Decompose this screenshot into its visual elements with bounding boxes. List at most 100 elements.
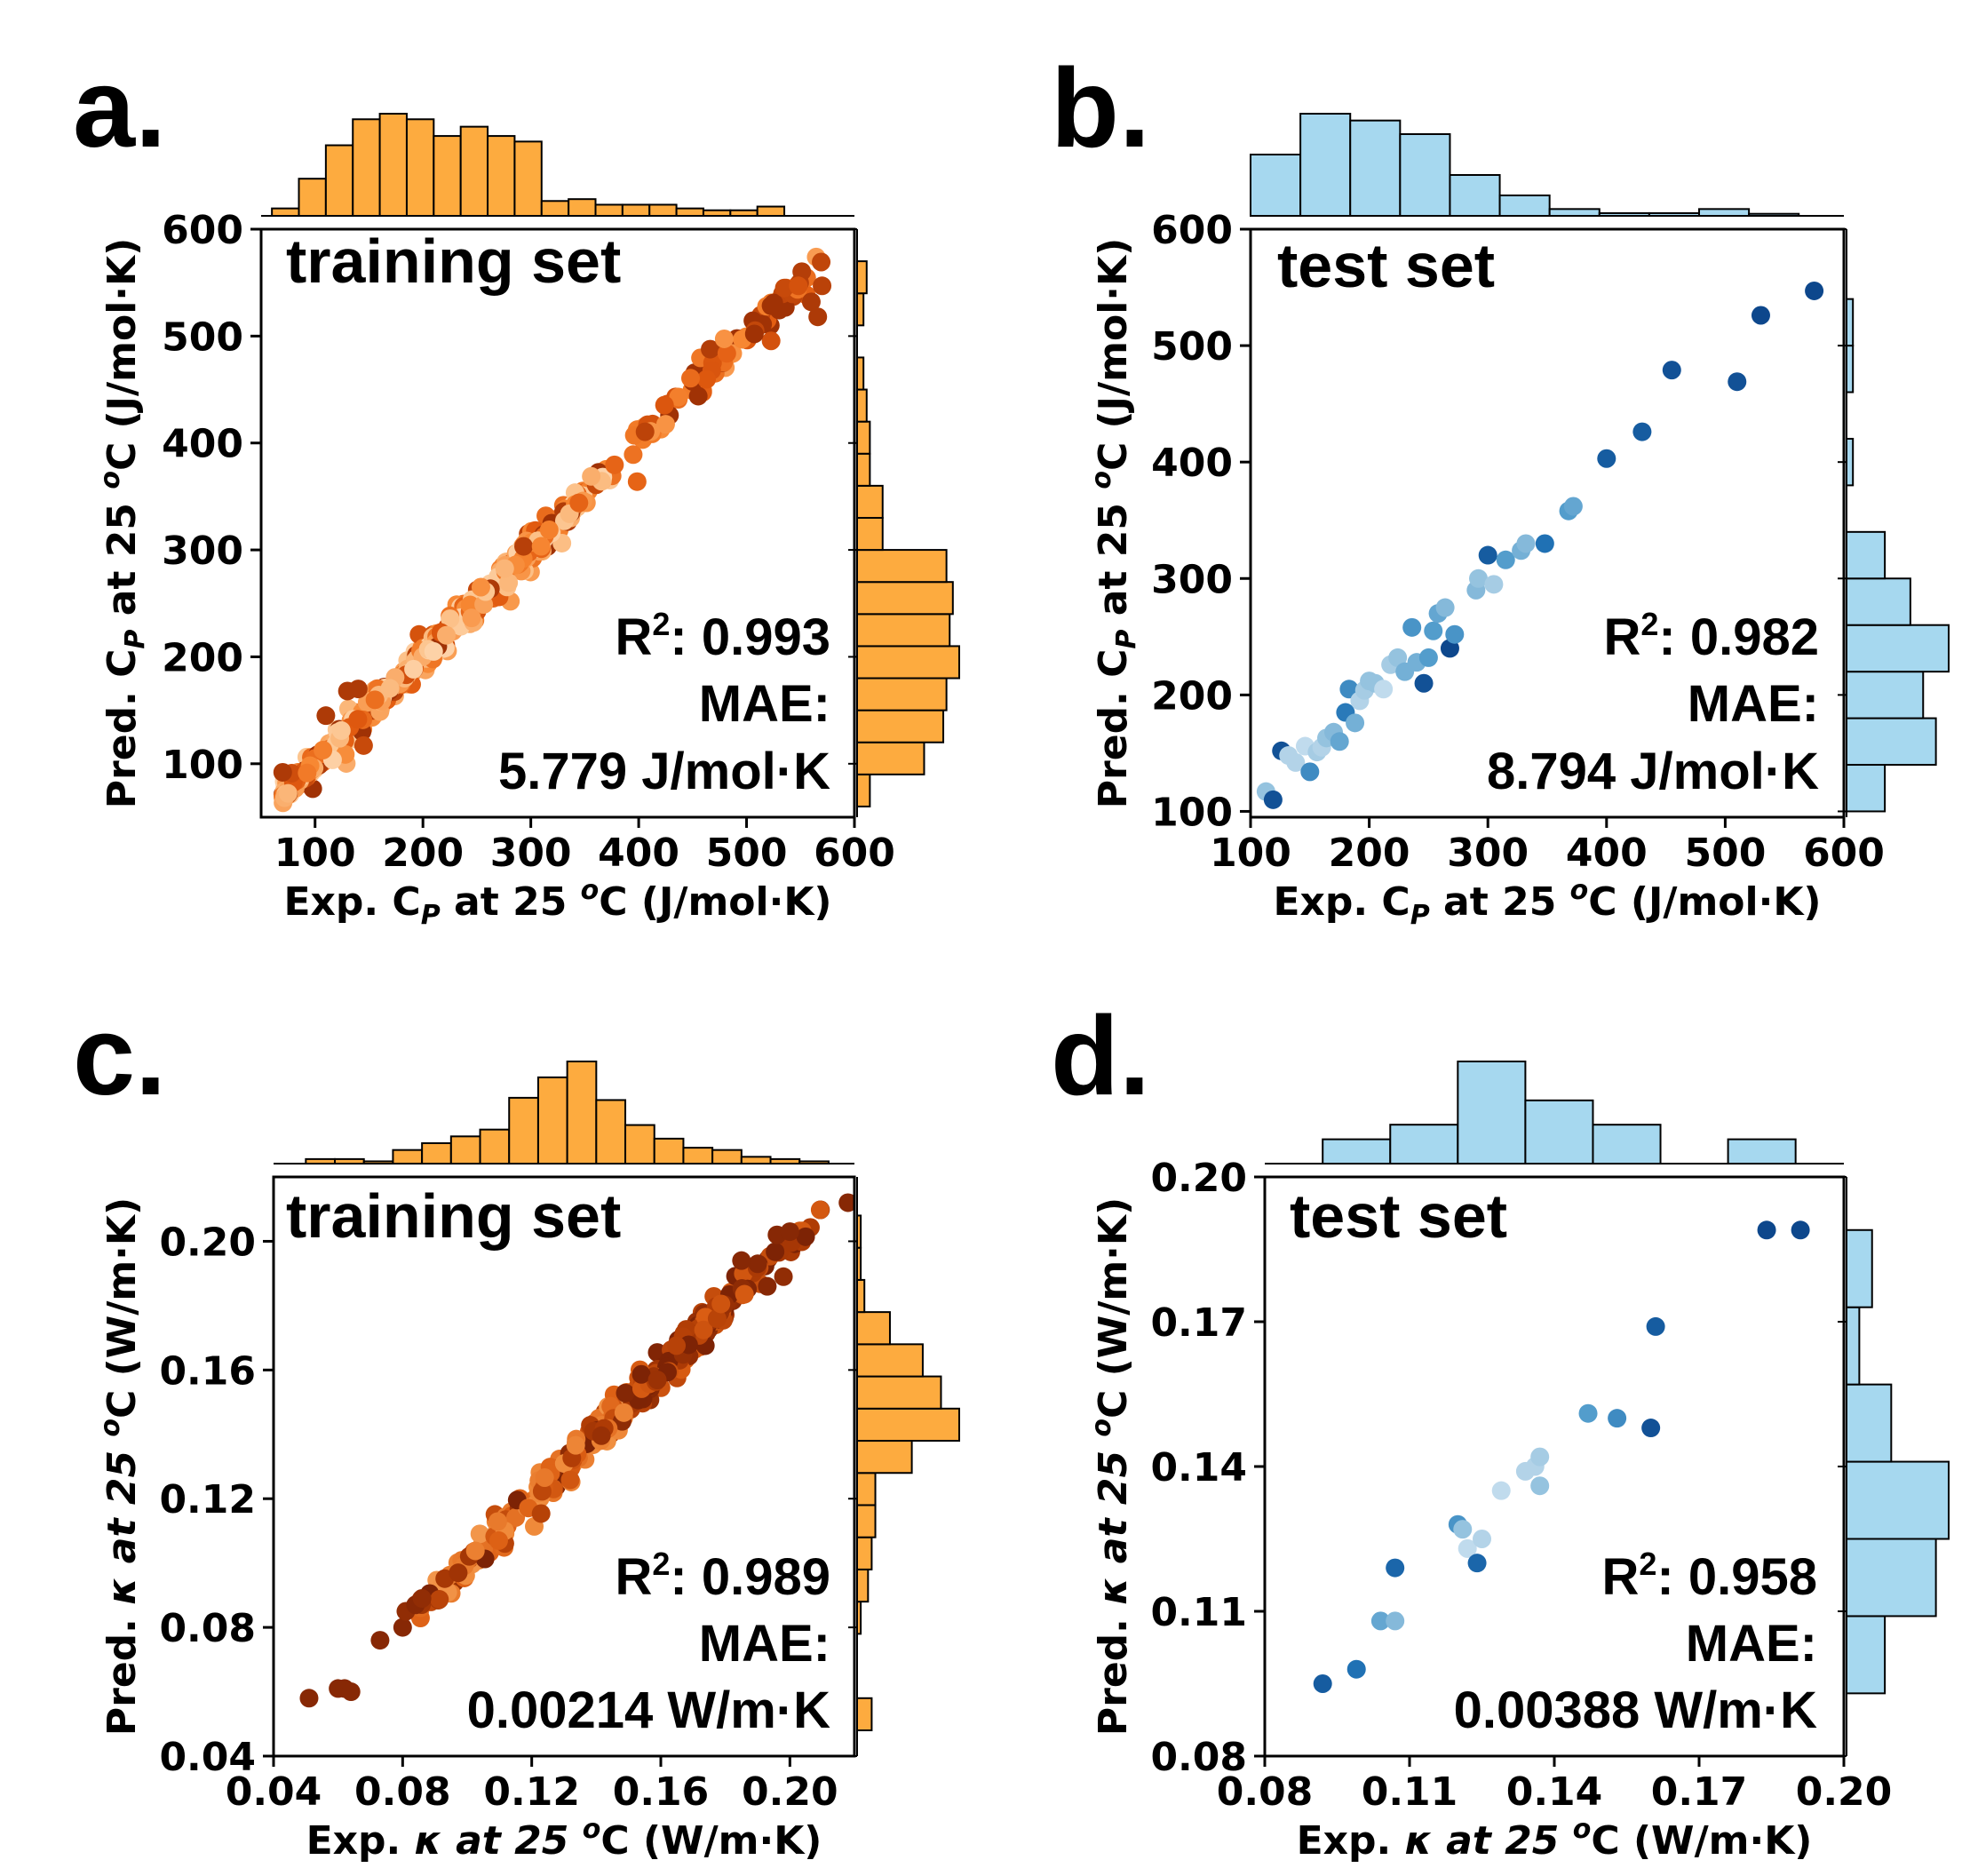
r2-value: : 0.989 [670,1548,830,1606]
x-tick-label: 200 [382,831,464,876]
histogram-bar [513,140,543,217]
x-axis-label-c: Exp. κ at 25 oC (W/m·K) [306,1814,822,1864]
data-point [1445,624,1465,644]
x-tick-label: 100 [274,831,356,876]
data-point [697,370,717,389]
data-point [273,762,292,782]
histogram-bar [1846,764,1887,813]
x-tick-label: 0.14 [1506,1769,1603,1815]
histogram-bar [1592,1124,1662,1165]
histogram-bar [856,741,925,775]
data-point [810,1200,830,1220]
histogram-bar [856,452,871,487]
top-histogram-d [1265,1061,1844,1165]
data-point [370,1631,390,1650]
data-point [655,415,675,434]
data-point [314,740,333,759]
axis-label-superscript: o [581,875,600,906]
axis-label-subscript: P [1410,900,1430,931]
data-point [680,369,700,388]
data-point [424,641,443,661]
data-point [582,466,601,486]
data-point [380,679,400,698]
histogram-bar [1846,1306,1861,1386]
data-point [331,720,351,740]
histogram-bar [1349,119,1402,218]
y-tick-label: 0.08 [1150,1735,1247,1780]
axis-label-part: C (W/m·K) [600,1818,822,1864]
data-point [1728,372,1747,392]
data-point [1516,534,1536,553]
axis-label-part: Pred. C [99,649,145,809]
data-point [838,1193,854,1212]
histogram-bar [856,645,960,680]
histogram-bar [1498,195,1551,217]
y-axis-label-d: Pred. κ at 25 oC (W/m·K) [1086,1197,1136,1736]
set-label-d: test set [1290,1181,1507,1251]
histogram-bar [856,581,954,616]
data-point [1473,1530,1491,1548]
data-point [1530,1447,1550,1467]
data-point [1478,545,1497,565]
panel-a: a.100 200 300 400 500 600100200300400500600Ex… [73,45,960,931]
mae-value-a: 5.779 J/mol·K [498,743,830,800]
data-point [735,1284,754,1304]
x-tick-label: 200 [1329,831,1410,876]
data-point [569,493,589,513]
data-point [812,252,831,272]
histogram-bar [479,1128,511,1165]
top-histogram-b [1250,113,1844,218]
data-point [462,608,481,628]
histogram-bar [392,1149,424,1165]
histogram-bar [621,203,651,217]
axis-label-part: at 25 [1091,489,1136,630]
r2-value: : 0.982 [1658,608,1819,666]
histogram-bar [1846,1460,1950,1540]
data-point [1418,648,1438,667]
x-tick-label: 100 [1210,831,1291,876]
plot-frame-c [272,1175,856,1758]
histogram-bar [1524,1099,1594,1165]
histogram-bar [540,200,570,217]
axis-label-part: Pred. [99,1605,145,1736]
data-point [701,339,720,359]
data-point [535,1467,554,1487]
data-point [764,293,783,313]
right-histogram-b [1838,228,1950,817]
data-point [592,1426,611,1445]
data-point [1330,732,1349,751]
scatter-points-b [1256,281,1824,809]
data-point [748,1254,767,1274]
histogram-bar [856,709,945,743]
axis-label-superscript: o [1086,471,1117,489]
axis-label-part: κ at 25 [1091,1437,1136,1605]
r2-label: R [616,608,653,666]
right-histogram-d [1838,1176,1950,1757]
data-point [631,1364,651,1384]
r2-label: R [616,1548,653,1606]
set-label-b: test set [1277,231,1495,300]
panel-letter-a: a. [73,45,166,171]
data-point [717,344,736,363]
r2-superscript: 2 [1639,1546,1656,1582]
histogram-bar [1846,530,1887,580]
histogram-bar [1846,437,1855,487]
mae-value-b: 8.794 J/mol·K [1487,743,1819,800]
axis-label-subscript: P [1111,630,1142,649]
histogram-bar [624,1124,655,1165]
histogram-bar [856,1278,866,1314]
set-label-a: training set [286,227,621,296]
panel-letter-d: d. [1051,993,1150,1118]
histogram-bar [1457,1061,1527,1165]
data-point [1263,790,1283,809]
data-point [539,520,559,539]
histogram-bar [856,1568,870,1603]
data-point [470,1524,489,1544]
data-point [1530,1476,1550,1496]
axis-label-superscript: o [583,1814,601,1845]
data-point [1402,617,1422,637]
data-point [488,1512,507,1531]
x-tick-label: 0.20 [1796,1769,1893,1815]
data-point [774,278,794,298]
